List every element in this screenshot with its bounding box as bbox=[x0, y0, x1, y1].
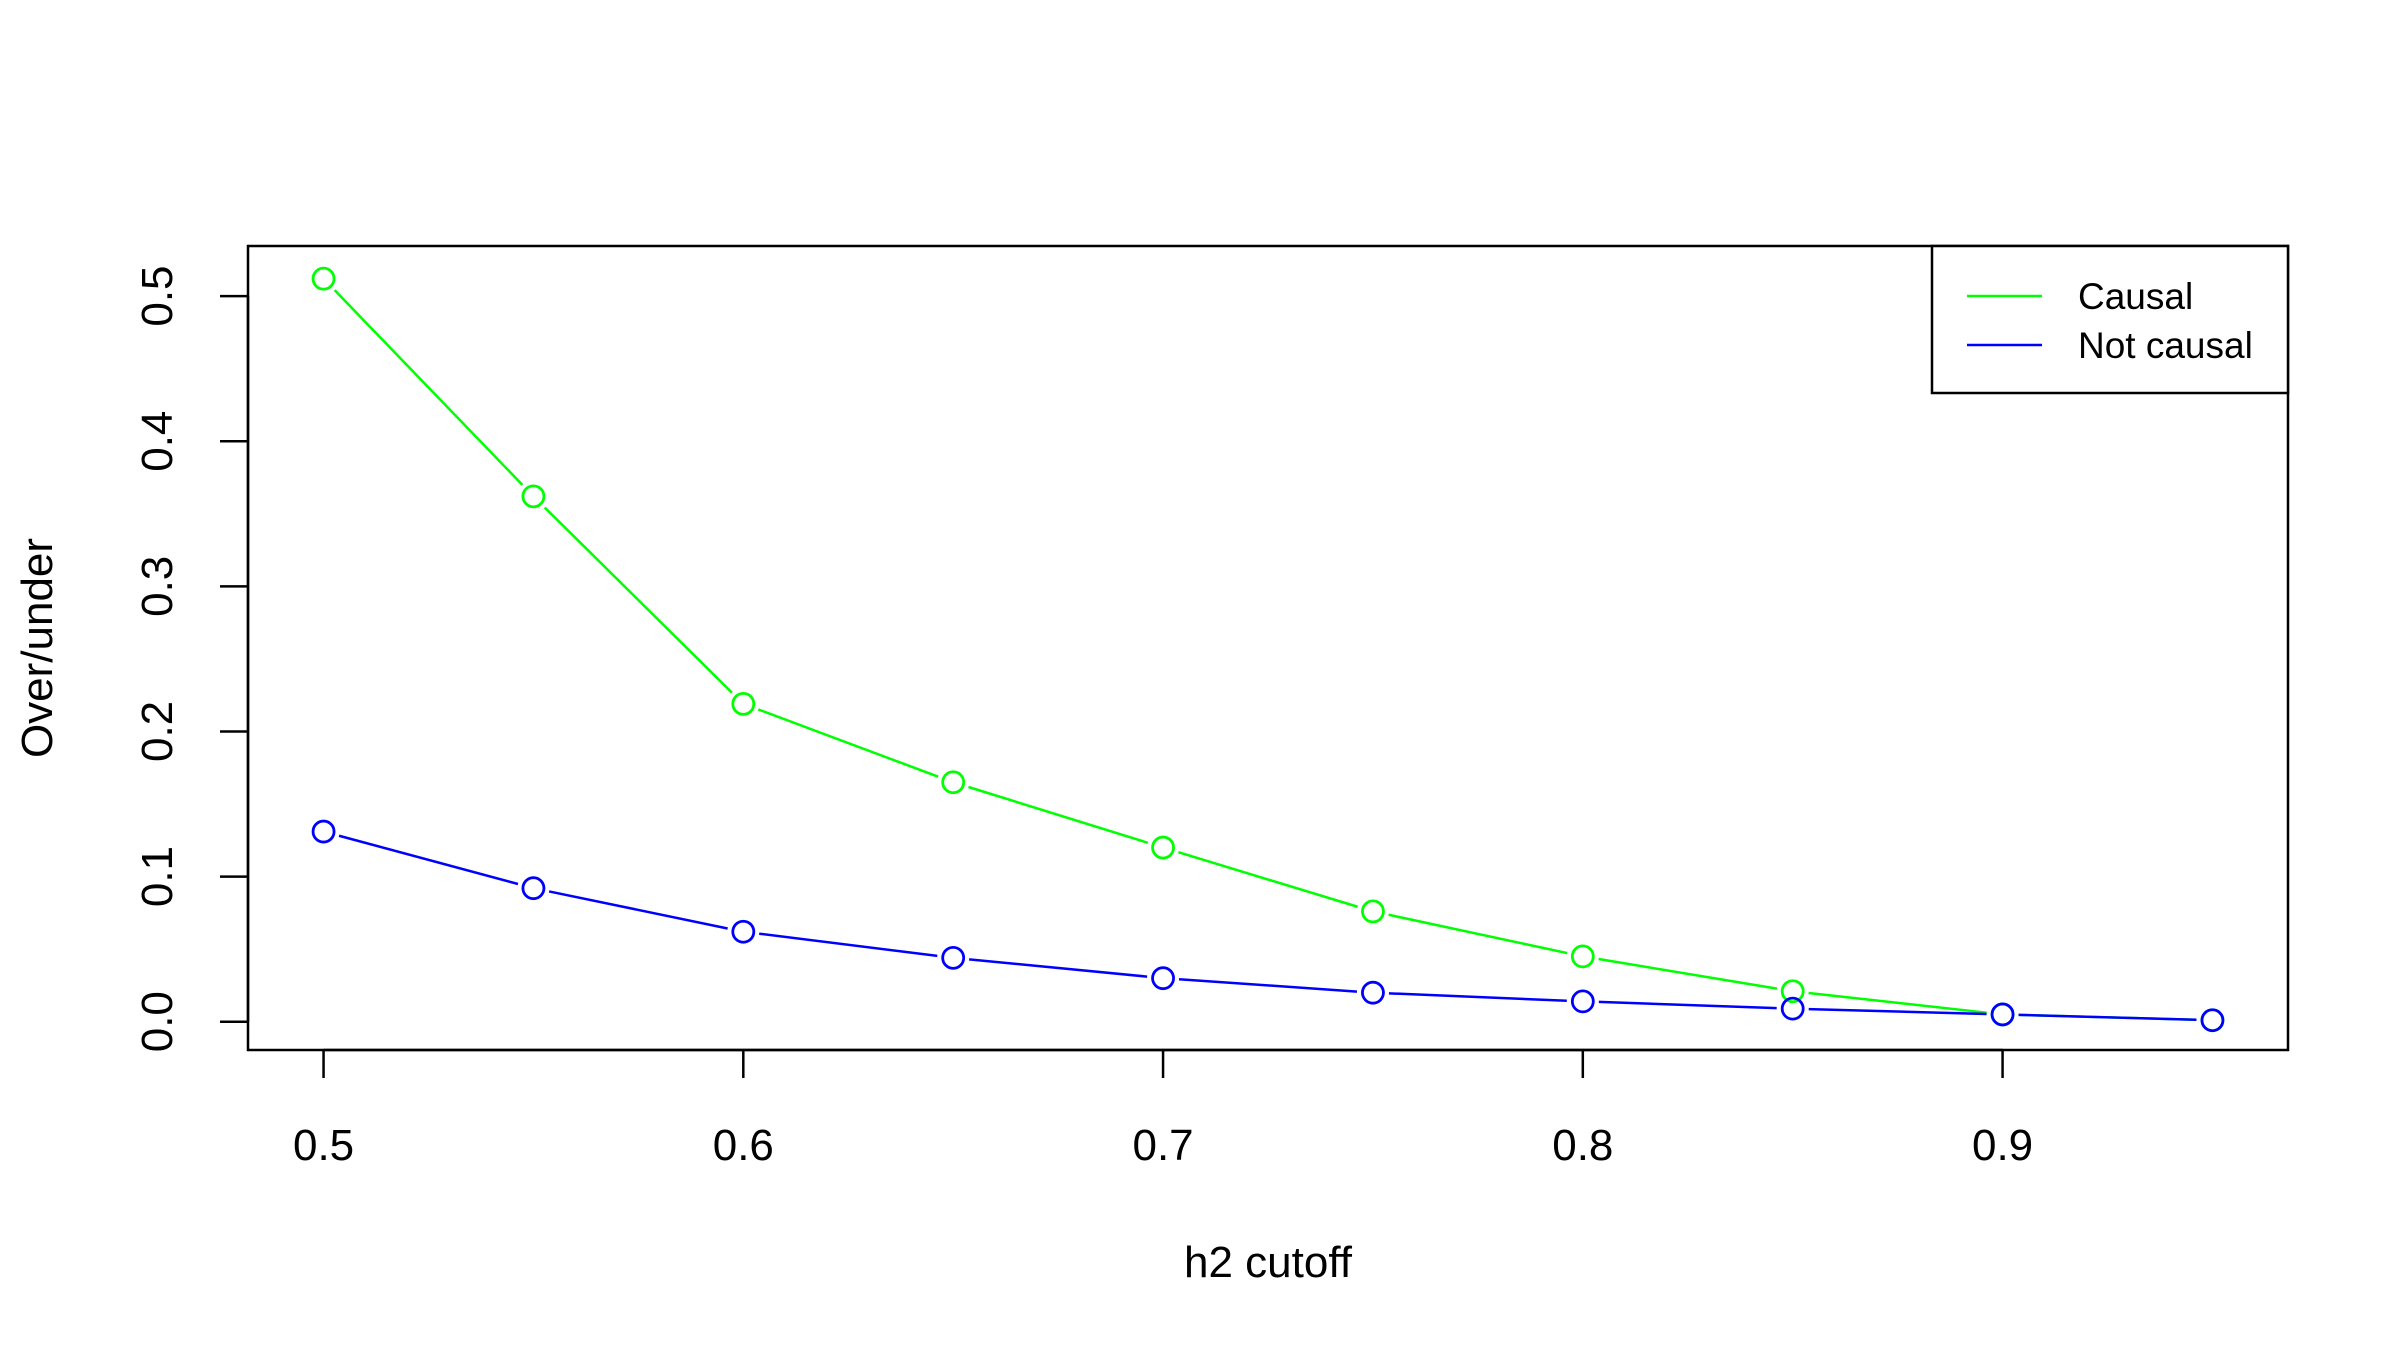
data-point bbox=[1361, 899, 1385, 924]
series-segment bbox=[968, 958, 1148, 978]
y-tick-label: 0.2 bbox=[133, 701, 182, 762]
series-segment bbox=[2018, 1013, 2197, 1022]
series-segment bbox=[548, 890, 728, 930]
series-segment bbox=[1178, 978, 1358, 993]
x-tick-label: 0.8 bbox=[1552, 1121, 1613, 1170]
series-segment bbox=[1598, 1000, 1777, 1010]
data-point bbox=[1570, 944, 1595, 969]
x-tick-label: 0.7 bbox=[1132, 1121, 1193, 1170]
data-point bbox=[521, 484, 546, 509]
data-point bbox=[2200, 1008, 2225, 1033]
series-segment bbox=[1388, 992, 1567, 1002]
x-tick-label: 0.5 bbox=[293, 1121, 354, 1170]
series-not-causal bbox=[311, 819, 2225, 1033]
data-point bbox=[1570, 989, 1595, 1014]
x-tick-label: 0.6 bbox=[713, 1121, 774, 1170]
x-axis-label: h2 cutoff bbox=[1184, 1238, 1353, 1287]
data-point bbox=[1151, 835, 1175, 860]
series-segment bbox=[1808, 1007, 1987, 1016]
data-point bbox=[941, 945, 966, 970]
legend: Causal Not causal bbox=[1930, 244, 2290, 395]
data-point bbox=[941, 770, 966, 795]
series-segment bbox=[1808, 991, 1987, 1014]
legend-label: Not causal bbox=[2078, 325, 2253, 366]
data-point bbox=[1151, 966, 1175, 991]
data-point bbox=[1780, 979, 1805, 1004]
data-point bbox=[1780, 996, 1805, 1021]
x-axis: 0.5 0.6 0.7 0.8 0.9 bbox=[293, 1048, 2033, 1170]
y-tick-label: 0.5 bbox=[133, 265, 182, 326]
data-point bbox=[521, 876, 546, 901]
y-tick-label: 0.0 bbox=[133, 991, 182, 1052]
legend-box bbox=[1930, 244, 2290, 395]
x-tick-label: 0.9 bbox=[1972, 1121, 2033, 1170]
y-axis: 0.0 0.1 0.2 0.3 0.4 0.5 bbox=[133, 265, 250, 1052]
series-segment bbox=[333, 289, 524, 486]
series-layer bbox=[311, 266, 2225, 1033]
data-point bbox=[311, 819, 336, 844]
series-segment bbox=[1388, 913, 1568, 955]
data-point bbox=[731, 919, 756, 944]
series-segment bbox=[1178, 851, 1358, 908]
y-axis-label: Over/under bbox=[13, 538, 62, 758]
series-segment bbox=[757, 708, 939, 778]
y-tick-label: 0.4 bbox=[133, 411, 182, 472]
data-point bbox=[1361, 980, 1385, 1005]
series-segment bbox=[543, 506, 733, 694]
data-point bbox=[731, 691, 756, 716]
y-tick-label: 0.3 bbox=[133, 556, 182, 617]
y-tick-label: 0.1 bbox=[133, 846, 182, 907]
series-segment bbox=[968, 785, 1149, 844]
series-segment bbox=[338, 834, 519, 886]
series-segment bbox=[759, 932, 938, 958]
data-point bbox=[311, 266, 336, 291]
data-point bbox=[1990, 1002, 2015, 1027]
series-segment bbox=[1598, 957, 1778, 990]
legend-label: Causal bbox=[2078, 276, 2193, 317]
